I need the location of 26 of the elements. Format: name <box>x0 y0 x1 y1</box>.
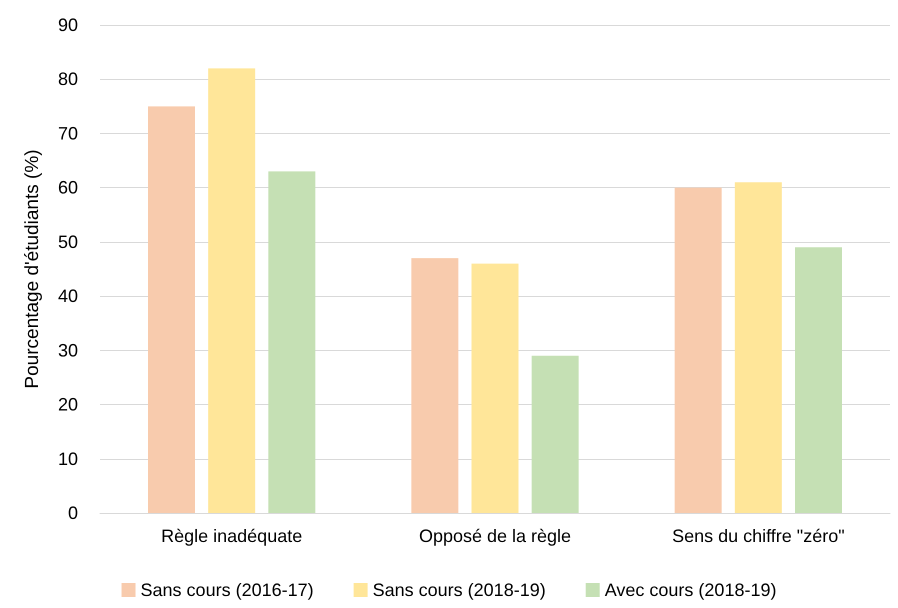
bar <box>734 182 782 513</box>
bar <box>268 171 316 513</box>
bar <box>532 356 579 513</box>
x-tick-label: Opposé de la règle <box>418 526 572 546</box>
y-tick-label: 50 <box>58 232 78 252</box>
y-tick-label: 40 <box>58 286 78 306</box>
bar <box>794 247 842 513</box>
y-tick-label: 60 <box>58 178 78 198</box>
legend-label: Sans cours (2018-19) <box>372 580 546 600</box>
bar <box>472 264 518 513</box>
y-axis-title: Pourcentage d'étudiants (%) <box>22 149 43 389</box>
legend-label: Avec cours (2018-19) <box>604 580 776 600</box>
bar <box>148 106 196 513</box>
y-tick-label: 20 <box>58 394 78 415</box>
y-tick-label: 90 <box>58 15 78 35</box>
bar <box>674 188 722 513</box>
bar <box>208 68 256 513</box>
y-tick-label: 0 <box>68 503 78 523</box>
y-tick-label: 10 <box>58 448 78 469</box>
x-tick-label: Sens du chiffre "zéro" <box>672 526 845 546</box>
y-tick-label: 80 <box>58 69 78 90</box>
x-tick-label: Règle inadéquate <box>161 526 302 546</box>
legend-label: Sans cours (2016-17) <box>140 580 314 600</box>
y-tick-label: 30 <box>58 340 78 360</box>
y-tick-label: 70 <box>58 123 78 144</box>
bar <box>411 258 458 513</box>
